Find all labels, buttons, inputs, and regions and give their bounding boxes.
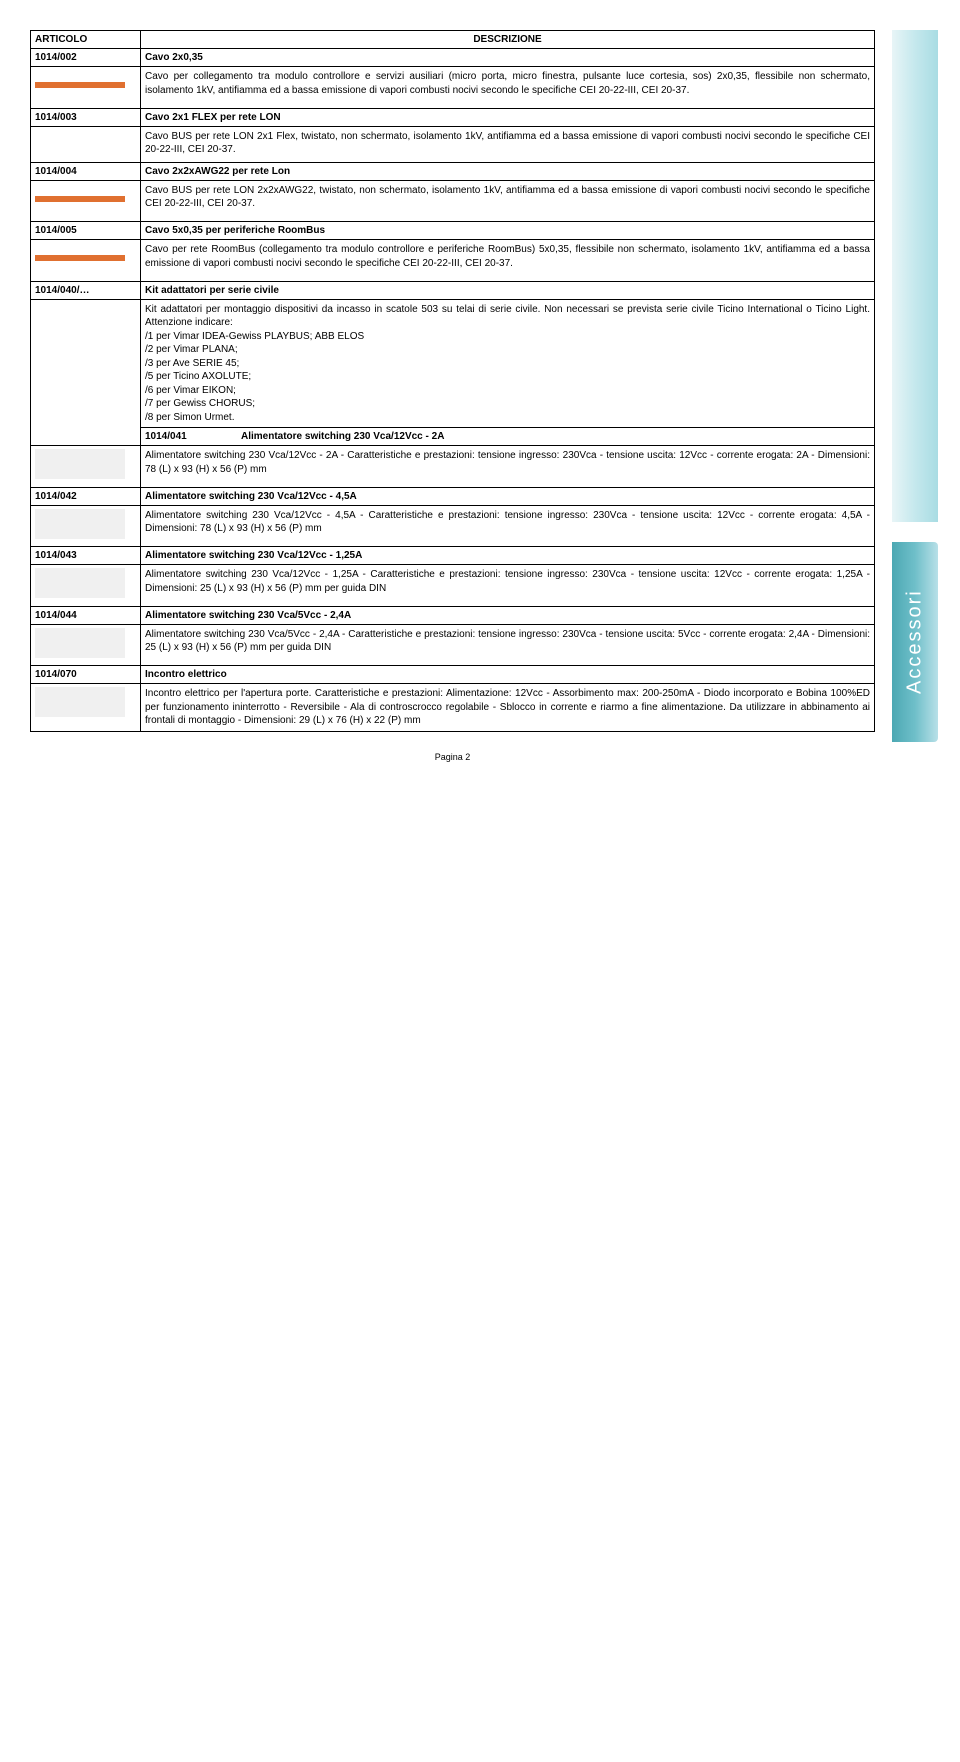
table-row: 1014/070 Incontro elettrico xyxy=(31,666,875,684)
table-row: 1014/003 Cavo 2x1 FLEX per rete LON xyxy=(31,108,875,126)
item-image-cell xyxy=(31,299,141,446)
item-title: Alimentatore switching 230 Vca/5Vcc - 2,… xyxy=(141,606,875,624)
header-descrizione: DESCRIZIONE xyxy=(141,31,875,49)
item-image-cell xyxy=(31,240,141,282)
table-row: 1014/005 Cavo 5x0,35 per periferiche Roo… xyxy=(31,222,875,240)
item-title: Kit adattatori per serie civile xyxy=(141,281,875,299)
module-icon xyxy=(35,449,125,479)
module-icon xyxy=(35,568,125,598)
item-title: Cavo 5x0,35 per periferiche RoomBus xyxy=(141,222,875,240)
table-row: Alimentatore switching 230 Vca/12Vcc - 4… xyxy=(31,505,875,547)
item-description: Incontro elettrico per l'apertura porte.… xyxy=(141,684,875,732)
item-code: 1014/004 xyxy=(31,162,141,180)
item-code: 1014/070 xyxy=(31,666,141,684)
item-description: Cavo BUS per rete LON 2x1 Flex, twistato… xyxy=(141,126,875,162)
item-image-cell xyxy=(31,624,141,666)
table-row: Cavo BUS per rete LON 2x2xAWG22, twistat… xyxy=(31,180,875,222)
item-title: Alimentatore switching 230 Vca/12Vcc - 1… xyxy=(141,547,875,565)
item-code: 1014/003 xyxy=(31,108,141,126)
table-row: Alimentatore switching 230 Vca/5Vcc - 2,… xyxy=(31,624,875,666)
table-header-row: ARTICOLO DESCRIZIONE xyxy=(31,31,875,49)
item-code: 1014/040/… xyxy=(31,281,141,299)
item-description: Alimentatore switching 230 Vca/12Vcc - 1… xyxy=(141,565,875,607)
item-code: 1014/002 xyxy=(31,49,141,67)
item-title: 1014/041Alimentatore switching 230 Vca/1… xyxy=(141,428,875,446)
item-code: 1014/043 xyxy=(31,547,141,565)
item-title: Incontro elettrico xyxy=(141,666,875,684)
item-code: 1014/042 xyxy=(31,487,141,505)
item-title: Cavo 2x1 FLEX per rete LON xyxy=(141,108,875,126)
side-tab-accessori: Accessori xyxy=(892,542,938,742)
table-row: Alimentatore switching 230 Vca/12Vcc - 1… xyxy=(31,565,875,607)
table-row: 1014/040/… Kit adattatori per serie civi… xyxy=(31,281,875,299)
module-icon xyxy=(35,628,125,658)
item-image-cell xyxy=(31,446,141,488)
cable-icon xyxy=(35,243,125,273)
table-row: 1014/002 Cavo 2x0,35 xyxy=(31,49,875,67)
item-image-cell xyxy=(31,180,141,222)
item-title: Cavo 2x0,35 xyxy=(141,49,875,67)
catalog-table: ARTICOLO DESCRIZIONE 1014/002 Cavo 2x0,3… xyxy=(30,30,875,732)
table-row: 1014/044 Alimentatore switching 230 Vca/… xyxy=(31,606,875,624)
item-description: Cavo per collegamento tra modulo control… xyxy=(141,67,875,109)
item-image-cell xyxy=(31,505,141,547)
table-row: 1014/042 Alimentatore switching 230 Vca/… xyxy=(31,487,875,505)
table-row: 1014/041Alimentatore switching 230 Vca/1… xyxy=(31,428,875,446)
cable-icon xyxy=(35,184,125,214)
item-description: Cavo per rete RoomBus (collegamento tra … xyxy=(141,240,875,282)
item-image-cell xyxy=(31,67,141,109)
item-image-cell xyxy=(31,565,141,607)
table-row: Cavo per collegamento tra modulo control… xyxy=(31,67,875,109)
item-description: Alimentatore switching 230 Vca/12Vcc - 4… xyxy=(141,505,875,547)
item-image-cell xyxy=(31,126,141,162)
item-title: Alimentatore switching 230 Vca/12Vcc - 4… xyxy=(141,487,875,505)
item-description: Alimentatore switching 230 Vca/12Vcc - 2… xyxy=(141,446,875,488)
module-icon xyxy=(35,687,125,717)
item-description: Cavo BUS per rete LON 2x2xAWG22, twistat… xyxy=(141,180,875,222)
item-image-cell xyxy=(31,684,141,732)
module-icon xyxy=(35,509,125,539)
table-row: Cavo BUS per rete LON 2x1 Flex, twistato… xyxy=(31,126,875,162)
item-code: 1014/044 xyxy=(31,606,141,624)
item-description: Kit adattatori per montaggio dispositivi… xyxy=(141,299,875,428)
item-title: Cavo 2x2xAWG22 per rete Lon xyxy=(141,162,875,180)
page-footer: Pagina 2 xyxy=(30,752,875,762)
header-articolo: ARTICOLO xyxy=(31,31,141,49)
item-code: 1014/005 xyxy=(31,222,141,240)
cable-icon xyxy=(35,70,125,100)
item-description: Alimentatore switching 230 Vca/5Vcc - 2,… xyxy=(141,624,875,666)
table-row: 1014/004 Cavo 2x2xAWG22 per rete Lon xyxy=(31,162,875,180)
table-row: Cavo per rete RoomBus (collegamento tra … xyxy=(31,240,875,282)
table-row: Alimentatore switching 230 Vca/12Vcc - 2… xyxy=(31,446,875,488)
table-row: Incontro elettrico per l'apertura porte.… xyxy=(31,684,875,732)
table-row: 1014/043 Alimentatore switching 230 Vca/… xyxy=(31,547,875,565)
table-row: Kit adattatori per montaggio dispositivi… xyxy=(31,299,875,428)
side-stripe xyxy=(892,30,938,522)
